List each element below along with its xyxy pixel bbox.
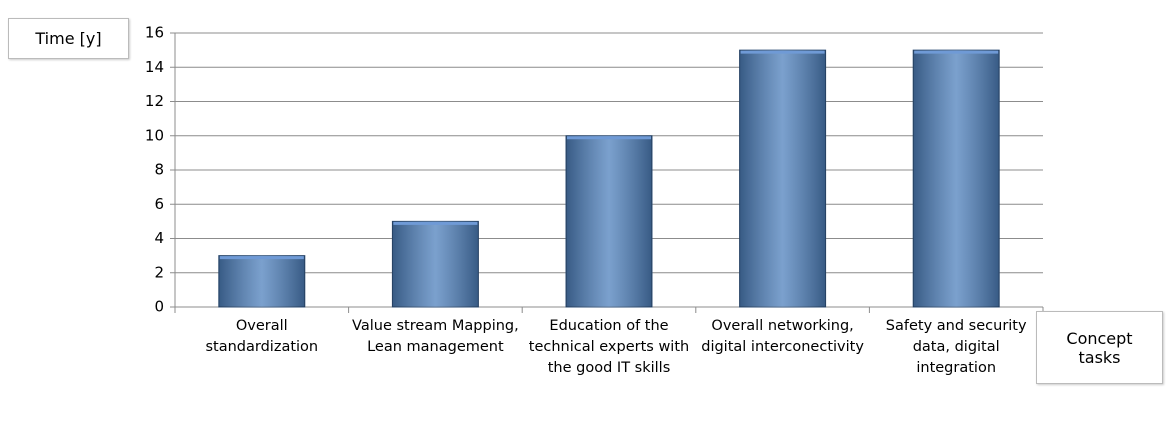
y-tick-label: 0 — [154, 298, 164, 316]
y-tick-label: 8 — [154, 161, 164, 179]
y-tick-label: 4 — [154, 229, 164, 247]
x-tick-label: Education of the technical experts with … — [528, 318, 690, 376]
y-tick-label: 16 — [145, 24, 164, 42]
bar-cap — [219, 256, 304, 260]
x-tick-label: Safety and security data, digital integr… — [885, 318, 1027, 376]
x-tick-label: Value stream Mapping, Lean management — [352, 318, 519, 355]
bar-cap — [567, 136, 651, 140]
y-tick-label: 12 — [145, 92, 164, 110]
y-tick-label: 2 — [154, 263, 164, 281]
x-axis-label: Concept tasks — [1036, 311, 1163, 384]
x-tick-label: Overall networking, digital interconecti… — [701, 318, 864, 355]
bar-shine — [218, 255, 305, 307]
bar-shine — [913, 50, 1000, 307]
bar-shine — [739, 50, 826, 307]
bar-cap — [740, 50, 825, 54]
bar-shine — [566, 135, 652, 307]
bar-cap — [393, 221, 478, 225]
x-tick-label: Overall standardization — [205, 318, 319, 355]
y-tick-label: 10 — [145, 126, 164, 144]
bar-cap — [914, 50, 999, 54]
y-axis-label: Time [y] — [8, 18, 129, 59]
y-tick-label: 6 — [154, 195, 164, 213]
y-tick-label: 14 — [145, 58, 164, 76]
bar-shine — [392, 221, 479, 307]
